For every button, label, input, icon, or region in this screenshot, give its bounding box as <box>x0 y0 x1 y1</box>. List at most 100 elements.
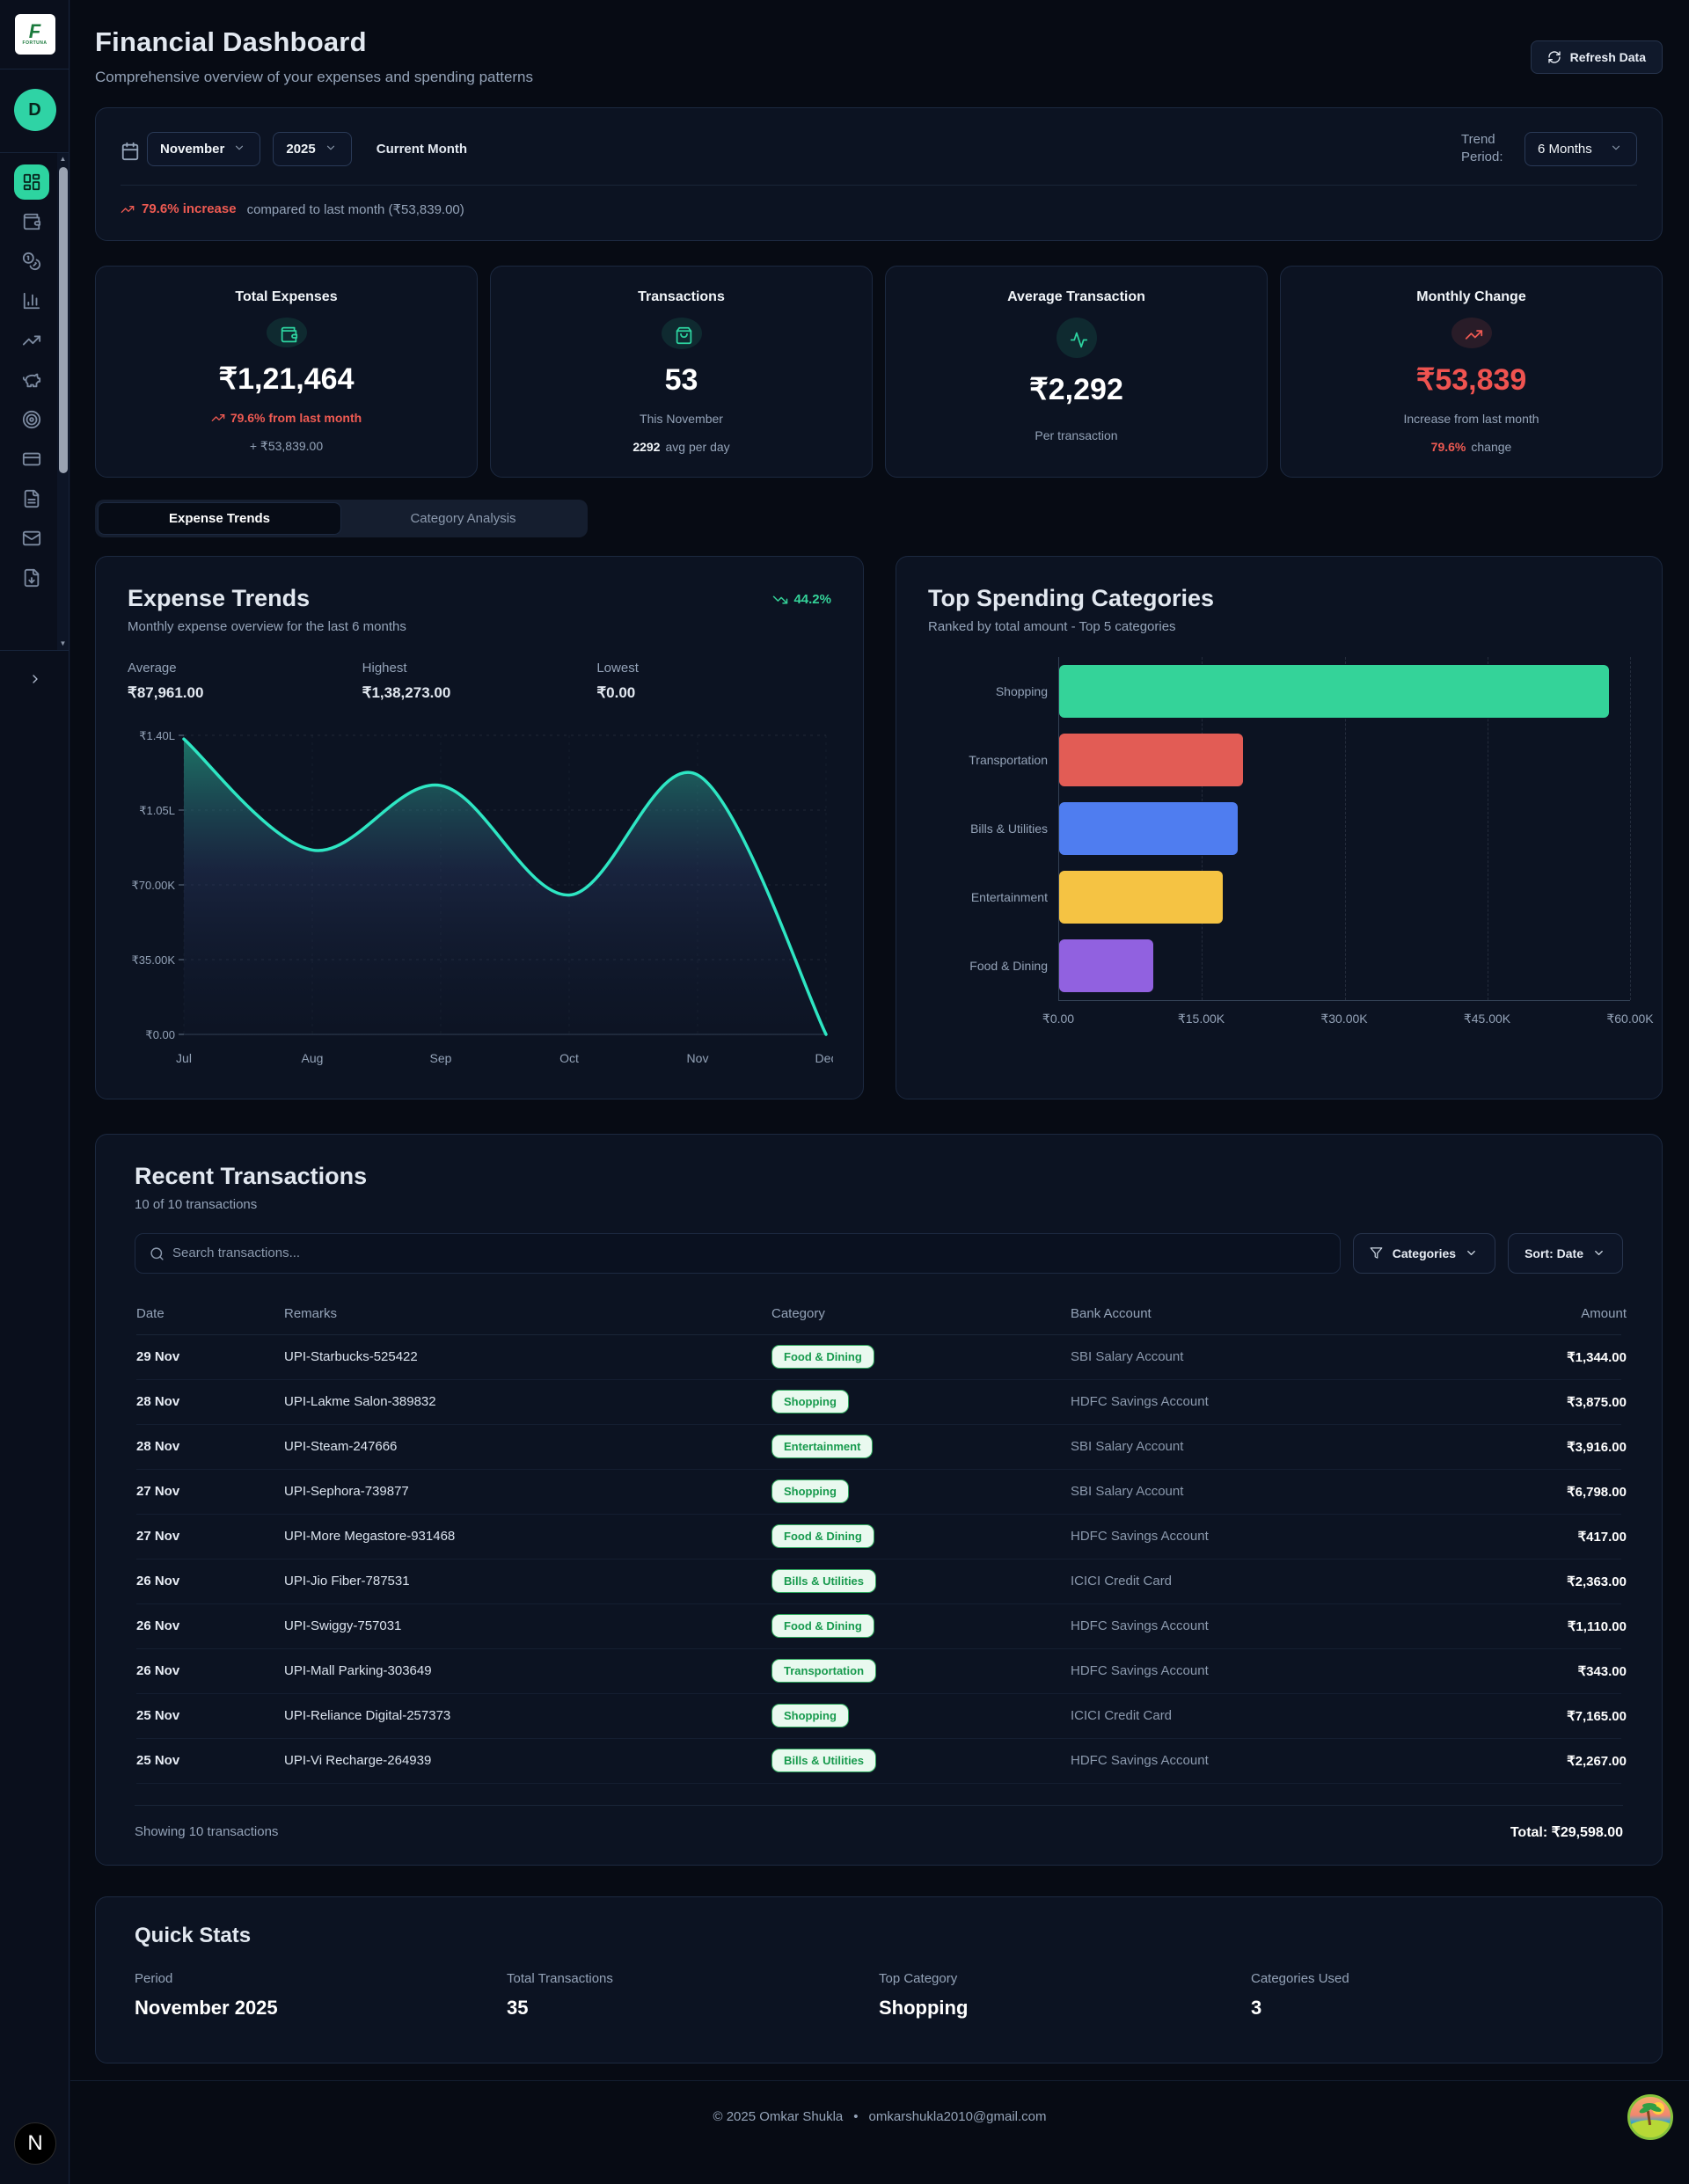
scroll-down-icon[interactable]: ▼ <box>59 639 67 647</box>
page-title: Financial Dashboard <box>95 26 367 57</box>
table-row: 26 Nov UPI-Jio Fiber-787531 Bills & Utilit… <box>136 1559 1627 1604</box>
funnel-icon <box>1370 1246 1384 1260</box>
activity-icon <box>1070 331 1087 347</box>
nextjs-badge[interactable]: N <box>14 2122 56 2165</box>
top-categories-subtitle: Ranked by total amount - Top 5 categorie… <box>928 618 1176 634</box>
stat-subline: 79.6% from last month <box>230 410 362 425</box>
main-content: Financial Dashboard Comprehensive overvi… <box>70 0 1689 2152</box>
table-row: 28 Nov UPI-Steam-247666 Entertainment SBI S… <box>136 1425 1627 1470</box>
chevron-down-icon <box>1610 142 1624 156</box>
sidebar-item-file-text[interactable] <box>14 481 49 516</box>
svg-text:₹1.05L: ₹1.05L <box>139 804 175 817</box>
page-footer: © 2025 Omkar Shukla • omkarshukla2010@gm… <box>70 2079 1689 2152</box>
bar-transportation <box>1059 733 1243 786</box>
island-badge[interactable] <box>1627 2093 1673 2140</box>
stat-title: Transactions <box>638 289 725 304</box>
year-select[interactable]: 2025 <box>273 131 352 166</box>
category-badge: Bills & Utilities <box>771 1749 877 1772</box>
category-badge: Transportation <box>771 1659 877 1683</box>
qs-label: Total Transactions <box>507 1970 613 1986</box>
sort-button[interactable]: Sort: Date <box>1508 1232 1623 1274</box>
stat-card-transactions: Transactions 53 This November 2292 avg p… <box>490 265 873 478</box>
bar-label: Entertainment <box>970 889 1048 904</box>
sidebar-expand-button[interactable] <box>19 663 51 695</box>
bar-entertainment <box>1059 870 1224 924</box>
qs-value: Shopping <box>879 1996 969 2019</box>
page-subtitle: Comprehensive overview of your expenses … <box>95 69 534 85</box>
fortuna-logo[interactable]: F FORTUNA <box>14 14 55 55</box>
table-row: 27 Nov UPI-Sephora-739877 Shopping SBI Sala… <box>136 1470 1627 1515</box>
svg-text:Sep: Sep <box>430 1051 452 1065</box>
qs-label: Period <box>135 1970 173 1986</box>
svg-text:Oct: Oct <box>559 1051 579 1065</box>
calendar-icon <box>121 142 139 161</box>
stat-title: Monthly Change <box>1416 289 1526 304</box>
copyright-text: © 2025 Omkar Shukla <box>713 2108 844 2124</box>
svg-text:₹70.00K: ₹70.00K <box>132 879 176 892</box>
sidebar-item-credit-card[interactable] <box>14 442 49 477</box>
refresh-data-button[interactable]: Refresh Data <box>1530 40 1663 74</box>
refresh-label: Refresh Data <box>1569 50 1646 64</box>
avatar[interactable]: D <box>13 89 56 131</box>
showing-count: Showing 10 transactions <box>135 1824 279 1839</box>
piggy-bank-icon <box>22 370 41 390</box>
refresh-icon <box>1547 50 1561 64</box>
chevron-down-icon <box>1465 1246 1479 1260</box>
stat-subline: This November <box>640 411 723 426</box>
stat-title: Total Expenses <box>235 289 338 304</box>
sidebar-item-piggy-bank[interactable] <box>14 362 49 398</box>
wallet-icon <box>22 212 41 231</box>
sidebar-scrollbar[interactable]: ▲ ▼ <box>57 153 69 650</box>
sidebar-item-bar-chart[interactable] <box>14 283 49 318</box>
recent-transactions-card: Recent Transactions 10 of 10 transaction… <box>95 1133 1663 1866</box>
trend-period-select[interactable]: 6 Months <box>1524 131 1637 166</box>
tab-expense-trends[interactable]: Expense Trends <box>98 501 341 535</box>
stat-card-average-transaction: Average Transaction ₹2,292 Per transacti… <box>885 265 1268 478</box>
category-badge: Food & Dining <box>771 1614 874 1638</box>
table-row: 25 Nov UPI-Reliance Digital-257373 Shoppin… <box>136 1694 1627 1739</box>
svg-text:₹0.00: ₹0.00 <box>145 1028 175 1041</box>
tab-category-analysis[interactable]: Category Analysis <box>410 510 516 526</box>
qs-value: 35 <box>507 1996 529 2019</box>
sidebar-item-mail[interactable] <box>14 521 49 556</box>
sidebar-item-wallet[interactable] <box>14 204 49 239</box>
sidebar-item-coins[interactable] <box>14 244 49 279</box>
bar-label: Bills & Utilities <box>970 821 1048 836</box>
table-row: 26 Nov UPI-Mall Parking-303649 Transportat… <box>136 1649 1627 1694</box>
sidebar-item-file-import[interactable] <box>14 560 49 595</box>
contact-email: omkarshukla2010@gmail.com <box>868 2108 1047 2124</box>
sidebar-item-target[interactable] <box>14 402 49 437</box>
scroll-up-icon[interactable]: ▲ <box>59 155 67 163</box>
expense-trends-subtitle: Monthly expense overview for the last 6 … <box>128 618 406 634</box>
bar-food-dining <box>1059 939 1154 992</box>
scrollbar-thumb[interactable] <box>58 167 68 473</box>
trend-up-icon <box>211 411 225 425</box>
target-icon <box>22 410 41 429</box>
mail-icon <box>22 529 41 548</box>
qs-label: Categories Used <box>1251 1970 1349 1986</box>
filter-card: November 2025 Current Month Trend Period… <box>95 107 1663 241</box>
stat-cards: Total Expenses ₹1,21,464 79.6% from last… <box>95 265 1663 478</box>
svg-text:Dec: Dec <box>815 1051 833 1065</box>
bar-x-tick: ₹60.00K <box>1606 1011 1654 1026</box>
transactions-title: Recent Transactions <box>135 1162 368 1189</box>
stat-subline2: 2292 avg per day <box>632 439 730 454</box>
wallet-icon <box>280 325 297 342</box>
bar-x-tick: ₹30.00K <box>1320 1011 1368 1026</box>
search-box <box>135 1232 1341 1274</box>
bar-x-tick: ₹0.00 <box>1042 1011 1075 1026</box>
trending-up-icon <box>22 331 41 350</box>
dashboard-icon <box>22 172 41 192</box>
bar-bills-utilities <box>1059 801 1239 855</box>
sidebar-item-trending-up[interactable] <box>14 323 49 358</box>
qs-value: November 2025 <box>135 1996 278 2019</box>
sidebar-item-dashboard[interactable] <box>13 164 49 200</box>
categories-filter-button[interactable]: Categories <box>1352 1232 1496 1274</box>
month-select[interactable]: November <box>147 131 261 166</box>
expense-trends-card: Expense Trends Monthly expense overview … <box>95 555 864 1099</box>
top-categories-bar-chart: Shopping Transportation Bills & Utilities E… <box>928 656 1631 1001</box>
bar-label: Food & Dining <box>969 958 1048 973</box>
svg-text:Jul: Jul <box>176 1051 192 1065</box>
stat-value: ₹1,21,464 <box>218 362 355 396</box>
search-input[interactable] <box>172 1245 1326 1260</box>
